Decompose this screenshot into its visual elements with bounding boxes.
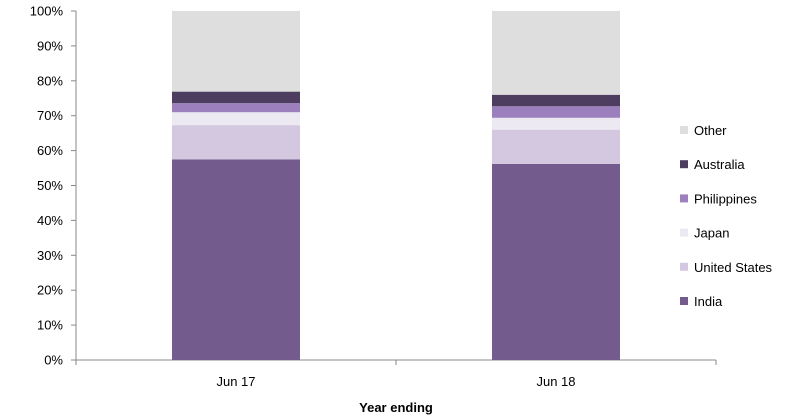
legend-swatch bbox=[680, 262, 688, 271]
y-tick-label: 80% bbox=[37, 73, 63, 88]
y-tick-label: 40% bbox=[37, 213, 63, 228]
legend-label: Japan bbox=[694, 226, 729, 241]
y-tick-label: 90% bbox=[37, 38, 63, 53]
y-tick-label: 0% bbox=[44, 353, 63, 368]
bar-segment-india bbox=[492, 163, 620, 360]
bar-segment-australia bbox=[492, 94, 620, 107]
bar-segment-australia bbox=[172, 91, 300, 104]
legend-swatch bbox=[680, 126, 688, 134]
y-tick-label: 60% bbox=[37, 143, 63, 158]
y-tick-label: 50% bbox=[37, 178, 63, 193]
bar-segment-philippines bbox=[172, 103, 300, 113]
x-tick-label: Jun 17 bbox=[216, 374, 255, 389]
bar-segment-japan bbox=[172, 112, 300, 126]
bar-segment-united-states bbox=[492, 129, 620, 164]
legend-label: Other bbox=[694, 123, 727, 138]
bar-segment-philippines bbox=[492, 106, 620, 118]
legend-label: United States bbox=[694, 260, 773, 275]
legend-label: India bbox=[694, 294, 723, 309]
bars bbox=[172, 11, 620, 360]
bar-segment-india bbox=[172, 159, 300, 360]
legend-label: Philippines bbox=[694, 191, 757, 206]
x-tick-label: Jun 18 bbox=[536, 374, 575, 389]
bar-segment-japan bbox=[492, 117, 620, 130]
x-axis: Jun 17 Jun 18 bbox=[75, 359, 717, 389]
x-axis-title: Year ending bbox=[359, 400, 433, 415]
legend-swatch bbox=[680, 228, 688, 237]
bar-segment-united-states bbox=[172, 125, 300, 160]
bar-segment-other bbox=[492, 11, 620, 95]
legend-swatch bbox=[680, 297, 688, 305]
legend-label: Australia bbox=[694, 157, 745, 172]
legend-swatch bbox=[680, 194, 688, 203]
y-tick-label: 20% bbox=[37, 283, 63, 298]
bar-segment-other bbox=[172, 11, 300, 92]
y-tick-label: 30% bbox=[37, 248, 63, 263]
y-tick-label: 100% bbox=[30, 4, 64, 19]
legend: Other Australia Philippines Japan United Sta… bbox=[680, 123, 773, 309]
legend-swatch bbox=[680, 160, 688, 169]
y-tick-label: 10% bbox=[37, 318, 63, 333]
y-tick-label: 70% bbox=[37, 108, 63, 123]
y-axis: 0% 10% 20% 30% 40% 50% 60% 70% 80% 90% 100% bbox=[30, 4, 77, 368]
